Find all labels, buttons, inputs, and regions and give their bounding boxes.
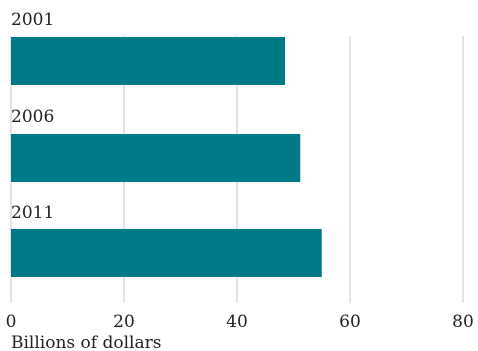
- x-tick-label-80: 80: [452, 312, 474, 332]
- x-tick-label-20: 20: [113, 312, 135, 332]
- bar-2011: [11, 229, 322, 277]
- bar-layer: [11, 37, 322, 277]
- x-tick-label-40: 40: [226, 312, 248, 332]
- bar-2006: [11, 134, 301, 182]
- tick-layer: 0 20 40 60 80: [6, 312, 474, 332]
- x-axis-title: Billions of dollars: [11, 333, 161, 351]
- x-tick-label-60: 60: [339, 312, 361, 332]
- category-label-2001: 2001: [11, 10, 54, 30]
- category-label-2006: 2006: [11, 107, 54, 127]
- bar-2001: [11, 37, 286, 85]
- category-label-2011: 2011: [11, 203, 54, 223]
- x-tick-label-0: 0: [6, 312, 17, 332]
- label-layer: 2001 2006 2011: [11, 10, 54, 223]
